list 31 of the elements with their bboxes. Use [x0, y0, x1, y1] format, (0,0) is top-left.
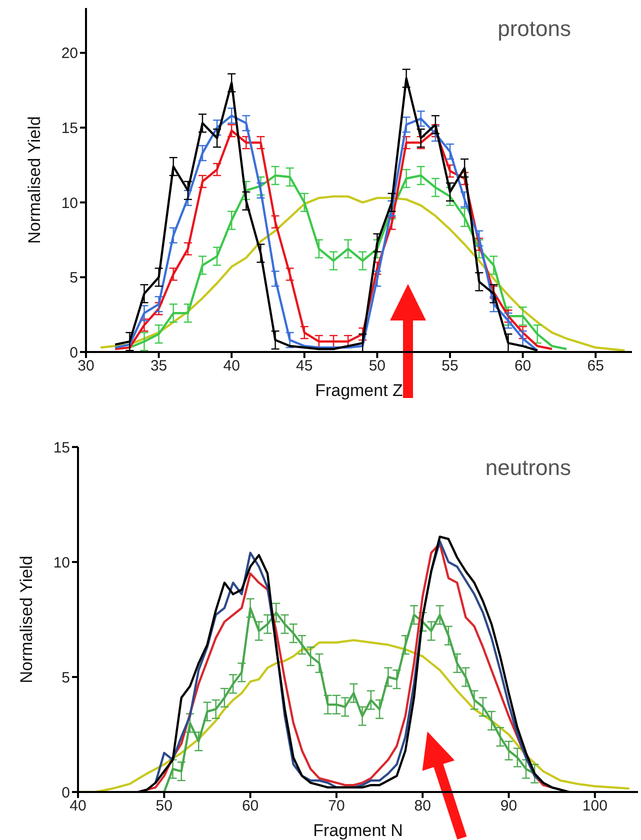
y-tick-label: 0 — [70, 344, 78, 362]
x-tick-label: 55 — [442, 358, 458, 375]
line-series — [99, 195, 626, 352]
x-tick-label: 65 — [587, 358, 604, 375]
y-axis-title: Normalised Yield — [17, 556, 36, 684]
y-tick-label: 15 — [61, 120, 78, 137]
x-tick-label: 30 — [78, 358, 94, 375]
x-tick-label: 80 — [414, 798, 431, 815]
x-tick-label: 50 — [156, 798, 172, 815]
y-tick-label: 5 — [62, 669, 70, 686]
x-axis-title: Fragment N — [313, 821, 403, 840]
x-tick-label: 40 — [70, 798, 86, 815]
x-tick-label: 40 — [223, 358, 240, 375]
annotation: protons — [498, 16, 571, 42]
x-axis-title: Fragment Z — [315, 381, 403, 400]
x-tick-label: 45 — [296, 358, 313, 375]
x-tick-label: 35 — [150, 358, 168, 375]
x-tick-label: 60 — [242, 798, 259, 815]
annotation: neutrons — [485, 455, 571, 481]
x-tick-label: 50 — [368, 358, 386, 375]
x-tick-label: 100 — [582, 798, 608, 815]
x-tick-label: 60 — [514, 358, 532, 375]
y-tick-label: 10 — [61, 194, 78, 212]
y-tick-label: 10 — [53, 554, 70, 572]
y-tick-label: 15 — [53, 439, 70, 456]
y-axis-title: Normalised Yield — [25, 116, 44, 244]
y-tick-label: 5 — [70, 270, 78, 287]
x-tick-label: 70 — [328, 798, 345, 815]
y-tick-label: 20 — [61, 45, 78, 62]
x-tick-label: 90 — [500, 798, 518, 815]
y-tick-label: 0 — [62, 784, 70, 802]
